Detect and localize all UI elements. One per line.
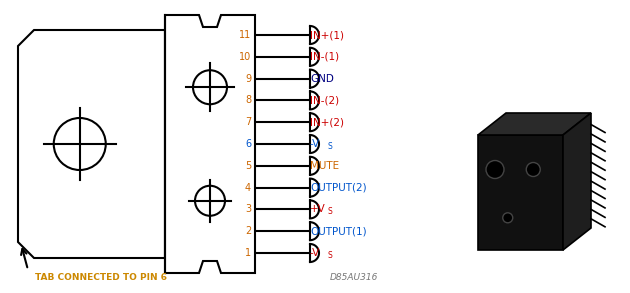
Polygon shape [18, 30, 165, 258]
Text: 2: 2 [244, 226, 251, 236]
Circle shape [486, 161, 504, 178]
Text: IN-(2): IN-(2) [310, 96, 339, 105]
Text: OUTPUT(2): OUTPUT(2) [310, 183, 367, 193]
Text: 9: 9 [245, 74, 251, 84]
Polygon shape [563, 113, 591, 250]
Text: -V: -V [310, 248, 320, 258]
Text: 6: 6 [245, 139, 251, 149]
Text: GND: GND [310, 74, 334, 84]
Polygon shape [165, 15, 255, 273]
Text: OUTPUT(1): OUTPUT(1) [310, 226, 367, 236]
Text: TAB CONNECTED TO PIN 6: TAB CONNECTED TO PIN 6 [35, 273, 167, 282]
Text: S: S [327, 142, 332, 151]
Text: 3: 3 [245, 205, 251, 214]
Text: IN+(1): IN+(1) [310, 30, 344, 40]
Text: 1: 1 [245, 248, 251, 258]
Text: 5: 5 [244, 161, 251, 171]
Text: 4: 4 [245, 183, 251, 193]
Text: D85AU316: D85AU316 [330, 273, 379, 282]
Text: MUTE: MUTE [310, 161, 339, 171]
Text: S: S [327, 207, 332, 217]
Text: 11: 11 [239, 30, 251, 40]
Circle shape [526, 163, 541, 176]
Text: 8: 8 [245, 96, 251, 105]
Text: +V: +V [310, 205, 326, 214]
Text: 7: 7 [244, 117, 251, 127]
Text: 10: 10 [239, 52, 251, 62]
Text: IN+(2): IN+(2) [310, 117, 344, 127]
Text: S: S [327, 251, 332, 260]
Circle shape [503, 213, 513, 223]
Polygon shape [478, 113, 591, 135]
Bar [478, 135, 563, 250]
Text: IN-(1): IN-(1) [310, 52, 339, 62]
Text: -V: -V [310, 139, 320, 149]
